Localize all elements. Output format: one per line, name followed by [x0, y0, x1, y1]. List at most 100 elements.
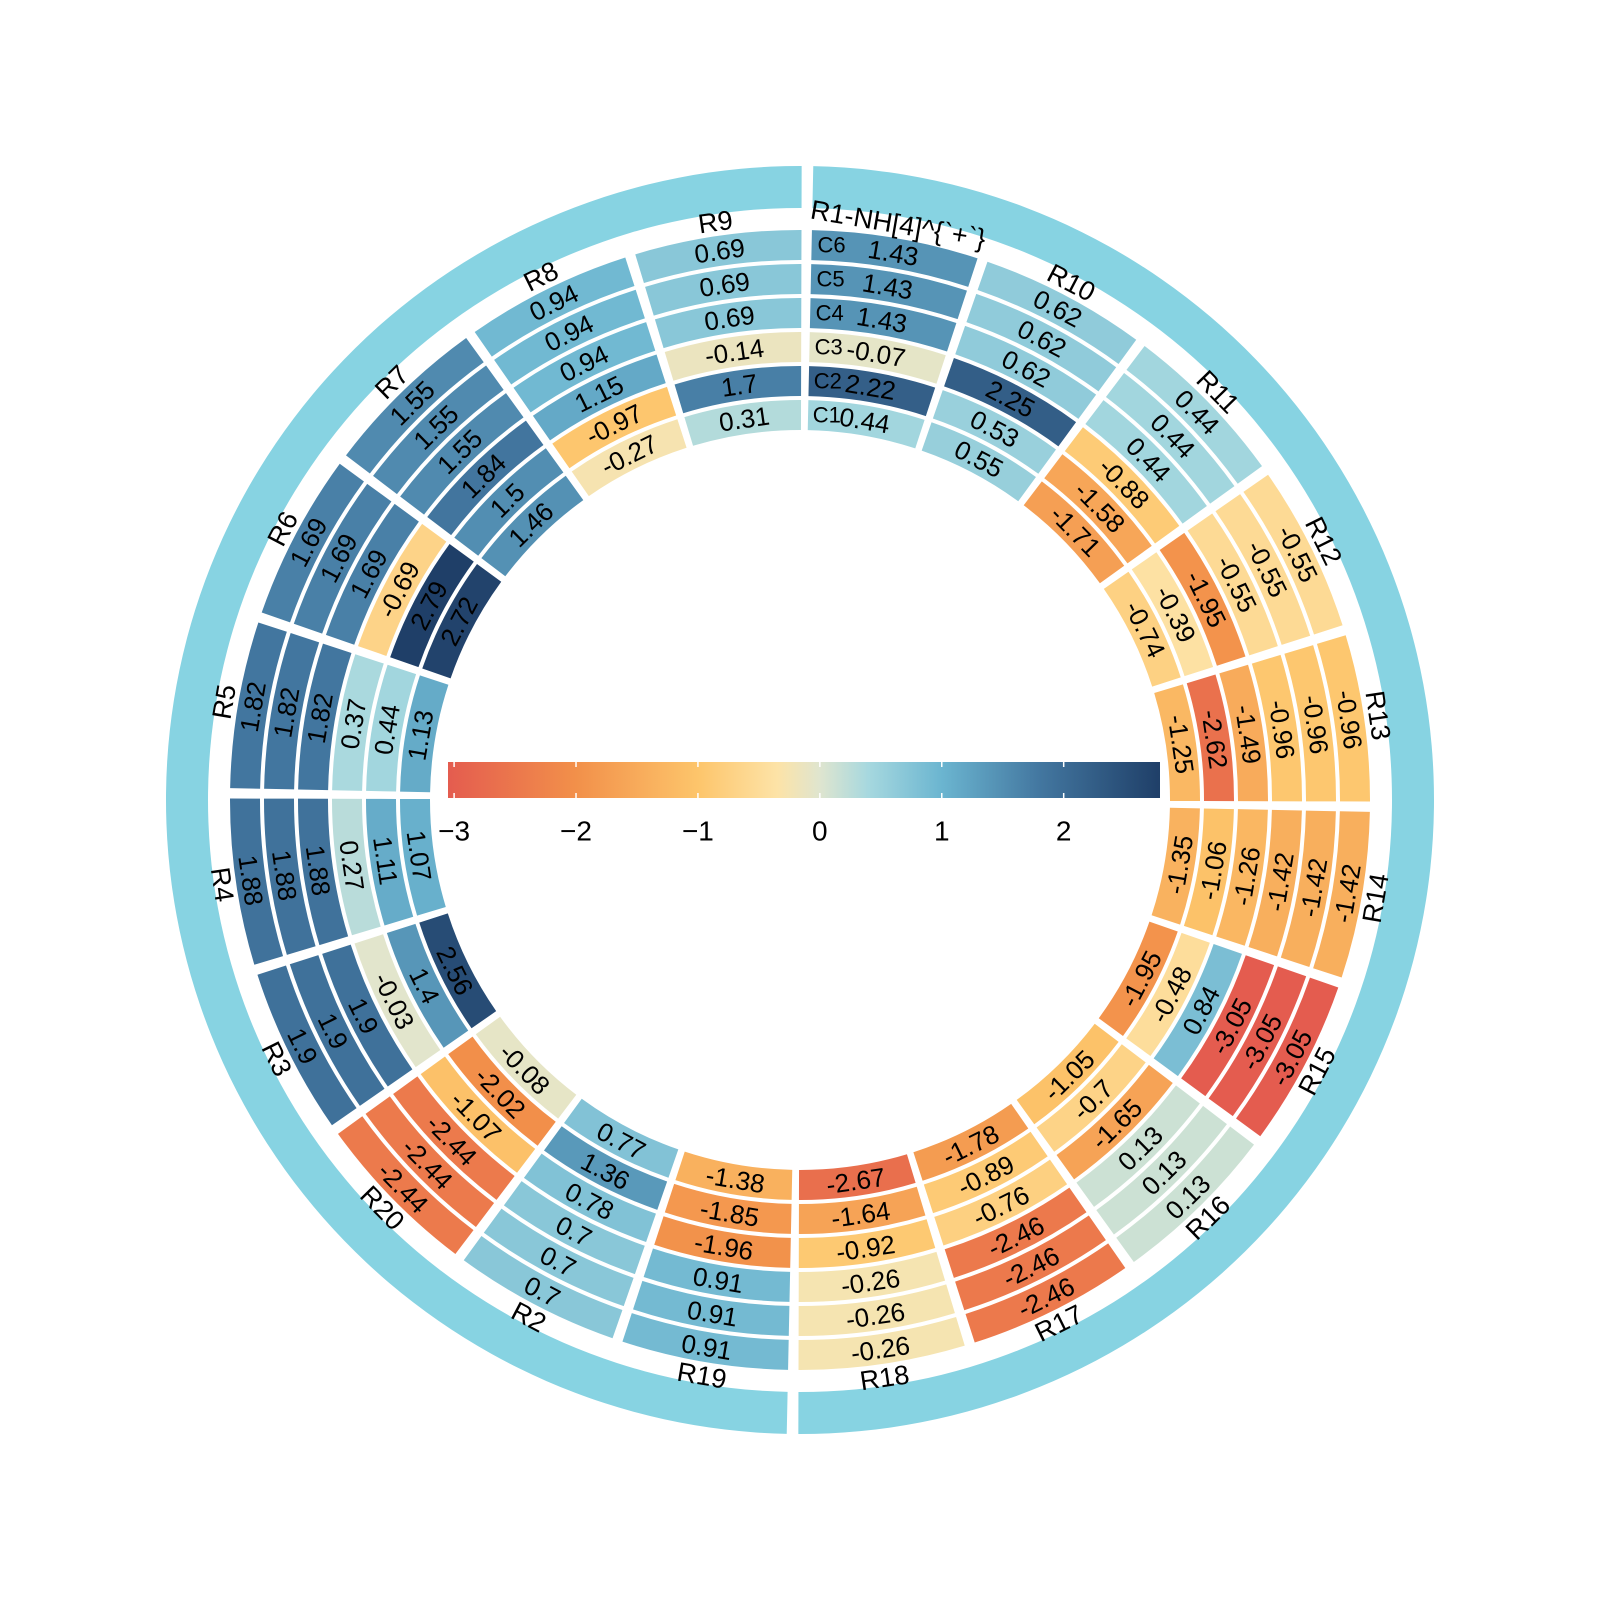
- heatmap-cells: 0.442.22-0.071.431.431.430.550.532.250.6…: [229, 229, 1370, 1370]
- heatmap-cell-rect: [1023, 481, 1125, 584]
- heatmap-cell-rect: [1284, 645, 1336, 802]
- cell-value-label: 1.11: [367, 834, 404, 887]
- heatmap-cell-rect: [643, 1248, 791, 1302]
- heatmap-cell-rect: [1316, 635, 1370, 802]
- heatmap-cell-rect: [345, 337, 484, 474]
- heatmap-cell-rect: [373, 365, 504, 495]
- heatmap-cell: 1.88: [298, 798, 349, 946]
- cell-value-label: 1.82: [301, 691, 339, 746]
- heatmap-cell: 0.44: [1126, 345, 1263, 484]
- heatmap-cell: 1.88: [229, 798, 284, 965]
- heatmap-cell-rect: [1216, 809, 1268, 946]
- heatmap-cell-rect: [934, 1159, 1068, 1246]
- track-label: C1: [813, 403, 841, 428]
- heatmap-cell-rect: [289, 955, 385, 1106]
- heatmap-cell-rect: [483, 1208, 634, 1307]
- heatmap-cell-rect: [944, 1187, 1087, 1278]
- heatmap-cell: -2.44: [365, 1096, 495, 1227]
- heatmap-cell: 0.69: [635, 229, 802, 284]
- cell-value-label: -0.96: [1263, 698, 1301, 761]
- heatmap-cell-rect: [1103, 571, 1181, 687]
- cell-value-label: -1.26: [1227, 844, 1267, 907]
- heatmap-cell-rect: [419, 913, 497, 1029]
- colorbar-tick-label: 0: [812, 816, 828, 847]
- heatmap-cell: 1.7: [674, 366, 802, 414]
- heatmap-cell: -1.42: [1248, 809, 1302, 957]
- cell-value-label: 0.69: [702, 300, 756, 337]
- heatmap-cell-rect: [322, 944, 413, 1087]
- heatmap-cell-rect: [808, 366, 936, 417]
- heatmap-cell: 1.82: [264, 633, 320, 790]
- colorbar-tick-label: −1: [682, 816, 714, 847]
- heatmap-cell-rect: [966, 293, 1117, 392]
- heatmap-cell: 0.31: [684, 399, 802, 446]
- heatmap-cell-rect: [390, 543, 474, 668]
- heatmap-cell-rect: [798, 1316, 965, 1370]
- heatmap-cell-rect: [366, 664, 417, 792]
- cell-value-label: -1.49: [1229, 703, 1267, 766]
- heatmap-cell-rect: [913, 1103, 1029, 1181]
- heatmap-cell-rect: [1085, 400, 1207, 524]
- cell-value-label: -1.35: [1160, 833, 1200, 896]
- cell-value-label: 1.13: [401, 708, 439, 763]
- heatmap-cell: 1.11: [366, 798, 414, 926]
- heatmap-cell-rect: [494, 289, 645, 385]
- heatmap-cell: 0.69: [645, 263, 802, 316]
- heatmap-cell-rect: [1126, 932, 1210, 1057]
- sector-label: R5: [207, 682, 242, 721]
- cell-value-label: -0.14: [703, 333, 766, 371]
- heatmap-cell-rect: [1236, 977, 1339, 1137]
- heatmap-cell-rect: [513, 322, 656, 413]
- heatmap-cell-rect: [263, 798, 316, 955]
- heatmap-cell-rect: [532, 354, 666, 441]
- heatmap-cell-rect: [400, 393, 524, 515]
- sector-label: R4: [205, 865, 240, 903]
- heatmap-cell-rect: [298, 798, 349, 946]
- heatmap-cell: -1.25: [1154, 684, 1200, 802]
- heatmap-cell-rect: [1116, 1126, 1255, 1263]
- heatmap-cell-rect: [635, 229, 802, 284]
- heatmap-cell-rect: [810, 264, 967, 320]
- cell-value-label: 1.07: [401, 829, 438, 883]
- heatmap-cell-rect: [399, 798, 446, 916]
- heatmap-cell-rect: [293, 483, 392, 634]
- heatmap-cell-rect: [664, 332, 802, 381]
- cell-value-label: 0.44: [837, 401, 892, 439]
- track-labels: C1 C2 C3 C4 C5 C6: [813, 233, 846, 428]
- cell-value-label: -0.92: [834, 1229, 897, 1267]
- heatmap-cell-rect: [1036, 1044, 1146, 1152]
- heatmap-cell: 0.27: [332, 798, 381, 936]
- heatmap-cell-rect: [798, 1284, 955, 1336]
- cell-value-label: -1.25: [1162, 713, 1200, 776]
- sector-label: R9: [696, 205, 734, 240]
- heatmap-cell-rect: [923, 1131, 1048, 1214]
- cell-value-label: 0.31: [717, 401, 771, 438]
- heatmap-cell-rect: [1313, 811, 1370, 978]
- heatmap-cell-rect: [1280, 810, 1336, 967]
- heatmap-cell: -1.42: [1280, 810, 1336, 967]
- heatmap-cell-rect: [654, 298, 802, 349]
- heatmap-cell-rect: [674, 366, 802, 414]
- heatmap-cell-rect: [1096, 1105, 1227, 1235]
- heatmap-cell-rect: [454, 448, 564, 556]
- heatmap-cell-rect: [230, 622, 287, 789]
- cell-value-label: -1.38: [704, 1160, 767, 1200]
- heatmap-cell-rect: [571, 419, 687, 497]
- cell-value-label: -1.06: [1193, 839, 1233, 902]
- heatmap-cell: 1.88: [263, 798, 316, 955]
- heatmap-cell: -0.92: [798, 1219, 936, 1268]
- heatmap-cell-rect: [229, 798, 284, 965]
- heatmap-cell-rect: [1105, 373, 1235, 504]
- heatmap-cell: 0.44: [366, 664, 417, 792]
- heatmap-cell-rect: [503, 1181, 645, 1275]
- heatmap-cell-rect: [932, 390, 1057, 474]
- heatmap-cell-rect: [422, 564, 502, 679]
- colorbar-gradient: [448, 762, 1160, 798]
- cell-value-label: -2.62: [1195, 708, 1233, 771]
- heatmap-cell-rect: [1159, 532, 1246, 666]
- heatmap-cell-rect: [798, 1219, 936, 1268]
- cell-value-label: 1.7: [719, 368, 759, 403]
- heatmap-cell-rect: [1251, 654, 1303, 802]
- cell-value-label: 0.91: [685, 1295, 740, 1333]
- colorbar-tick-label: 2: [1056, 816, 1072, 847]
